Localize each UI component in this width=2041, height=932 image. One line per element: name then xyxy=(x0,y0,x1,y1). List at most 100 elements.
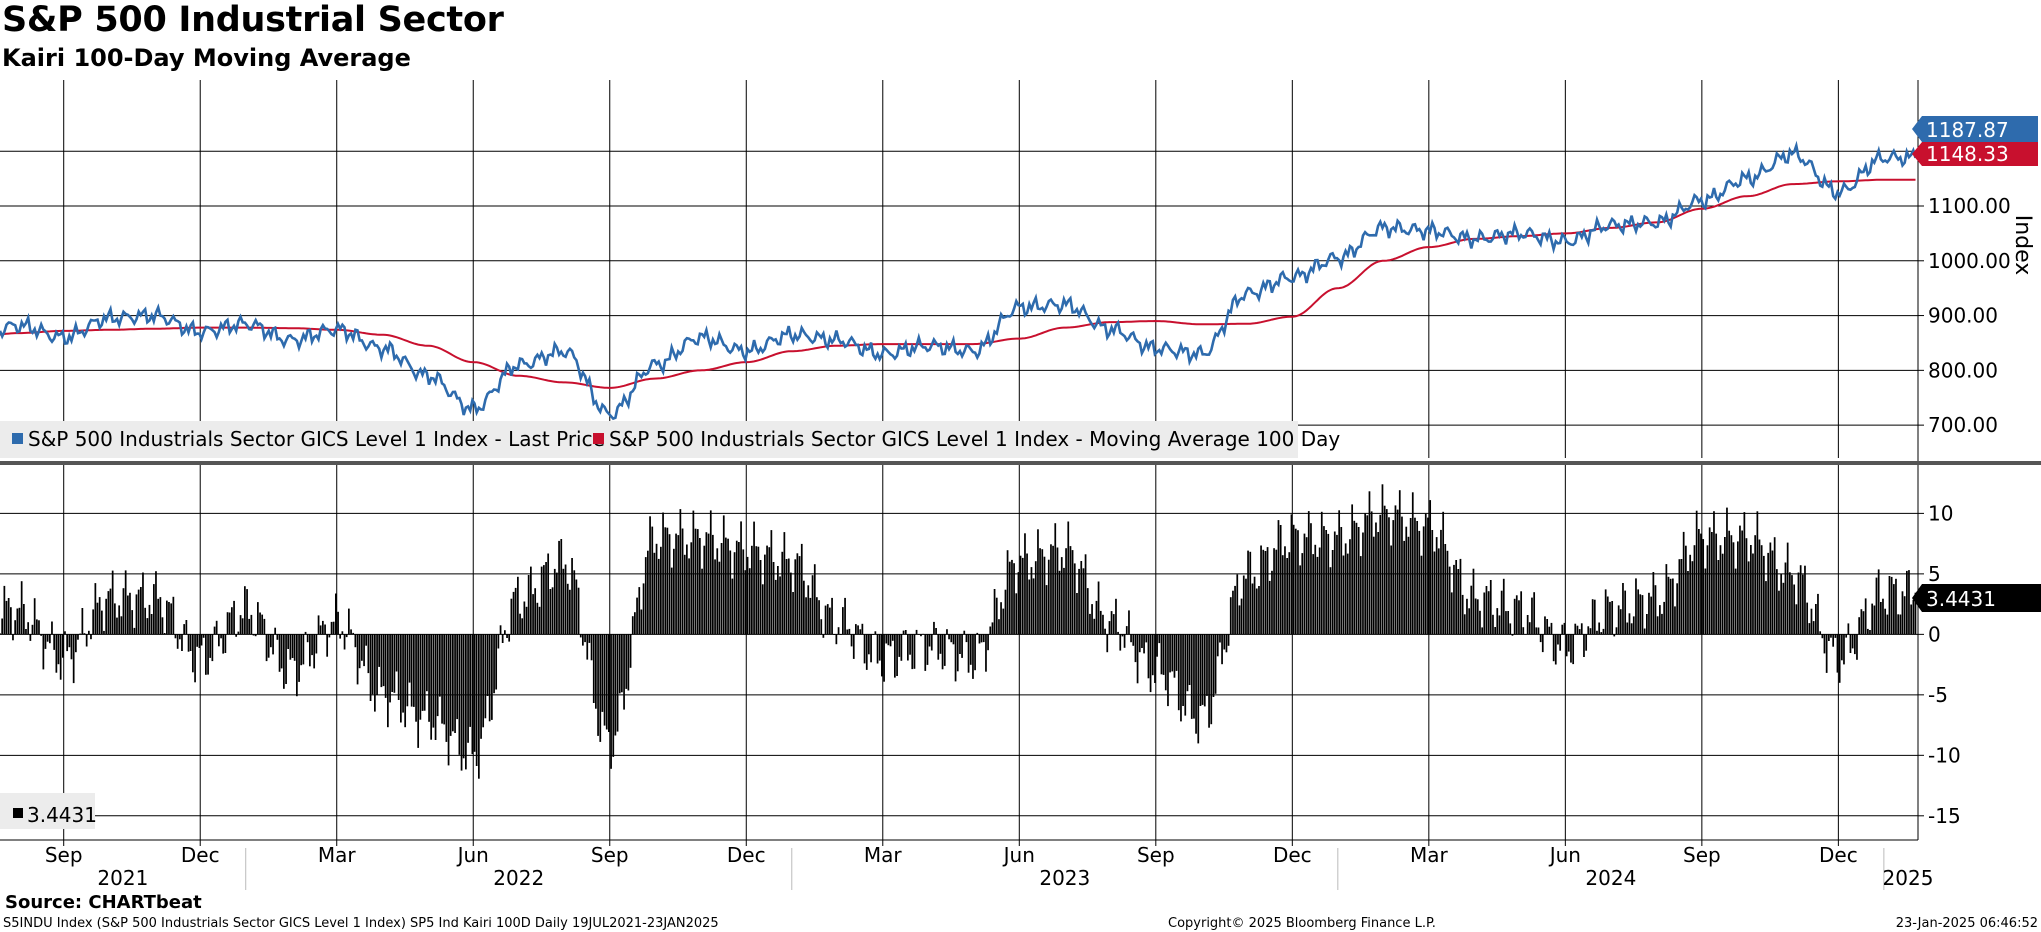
kairi-bar xyxy=(870,634,872,663)
kairi-bar xyxy=(941,634,944,670)
kairi-bar xyxy=(1650,596,1653,635)
kairi-bar xyxy=(29,634,32,641)
kairi-bar xyxy=(166,600,168,635)
kairi-bar xyxy=(1635,578,1637,635)
kairi-bar xyxy=(1544,616,1546,635)
kairi-bar xyxy=(482,634,485,728)
ma-line xyxy=(0,178,1916,389)
kairi-bar xyxy=(755,546,758,635)
kairi-bar xyxy=(1897,614,1900,635)
kairi-bar xyxy=(1823,634,1826,654)
kairi-bar xyxy=(153,584,155,635)
price-last-value-tag: 1187.87 xyxy=(1912,116,2038,142)
kairi-bar xyxy=(588,634,591,643)
kairi-bar xyxy=(49,634,51,644)
kairi-bar xyxy=(592,634,595,703)
kairi-bar xyxy=(215,620,218,635)
kairi-bar xyxy=(696,529,699,635)
kairi-bar xyxy=(1715,533,1718,635)
kairi-bar xyxy=(1078,568,1080,635)
kairi-bar xyxy=(220,634,222,639)
kairi-bar xyxy=(878,634,881,661)
kairi-bar xyxy=(211,634,214,662)
kairi-bar xyxy=(1299,565,1302,635)
kairi-bar xyxy=(1828,634,1830,641)
kairi-bar xyxy=(1741,530,1744,635)
kairi-bar xyxy=(521,618,524,635)
kairi-bar xyxy=(1229,597,1232,635)
kairi-bar xyxy=(1717,560,1720,635)
kairi-bar xyxy=(348,608,350,635)
kairi-bar xyxy=(1743,512,1746,635)
kairi-bar xyxy=(471,634,474,755)
kairi-bar xyxy=(1468,608,1471,635)
kairi-bar xyxy=(1873,605,1876,635)
kairi-bar xyxy=(644,557,647,635)
kairi-bar xyxy=(1563,622,1566,635)
kairi-bar xyxy=(1394,505,1397,635)
kairi-bar xyxy=(842,607,844,635)
kairi-bar xyxy=(753,521,755,635)
timestamp: 23-Jan-2025 06:46:52 xyxy=(1896,916,2038,931)
x-month-label: Dec xyxy=(1819,843,1858,867)
kairi-bar xyxy=(1331,550,1334,635)
kairi-bar xyxy=(660,546,662,635)
kairi-bar xyxy=(1086,588,1089,635)
kairi-bar xyxy=(1836,634,1839,673)
kairi-bar xyxy=(939,634,942,654)
kairi-bar xyxy=(1869,630,1871,635)
kairi-bar xyxy=(1767,552,1770,635)
kairi-bar xyxy=(1769,542,1772,635)
kairi-bar xyxy=(1043,556,1046,635)
kairi-bar xyxy=(1364,513,1367,635)
kairi-bar xyxy=(226,612,229,635)
kairi-bar xyxy=(488,634,491,722)
kairi-bar xyxy=(1682,531,1685,635)
kairi-bar xyxy=(1063,567,1065,635)
kairi-bar xyxy=(1414,517,1416,635)
kairi-bar xyxy=(1453,564,1455,635)
x-year-label: 2022 xyxy=(493,866,544,890)
kairi-bar xyxy=(304,631,307,635)
kairi-bar xyxy=(863,634,866,664)
kairi-bar xyxy=(118,605,121,635)
kairi-bar xyxy=(1747,561,1750,635)
kairi-bar xyxy=(265,634,268,662)
kairi-bar xyxy=(1606,596,1609,635)
kairi-bar xyxy=(943,634,946,666)
kairi-bar xyxy=(1550,622,1553,635)
kairi-bar xyxy=(848,628,851,635)
kairi-bar xyxy=(79,633,82,635)
kairi-bar xyxy=(614,634,617,736)
kairi-bar xyxy=(96,602,99,635)
kairi-bar xyxy=(1479,610,1481,635)
kairi-bar xyxy=(861,623,864,635)
kairi-bar xyxy=(293,634,296,661)
kairi-bar xyxy=(218,634,220,647)
kairi-bar xyxy=(1089,613,1091,635)
kairi-bar xyxy=(103,630,105,635)
kairi-bar xyxy=(716,548,719,635)
kairi-bar xyxy=(1875,577,1878,635)
kairi-bar xyxy=(601,634,604,712)
kairi-bar xyxy=(1628,613,1631,635)
kairi-bar xyxy=(1593,599,1596,635)
kairi-bar xyxy=(517,576,519,635)
kairi-bar xyxy=(1643,628,1646,635)
kairi-bar xyxy=(1882,598,1884,635)
kairi-bar xyxy=(116,617,118,635)
kairi-bar xyxy=(101,610,103,635)
kairi-bar xyxy=(1017,572,1020,635)
kairi-bar xyxy=(1106,634,1109,653)
kairi-bar xyxy=(1799,565,1802,635)
kairi-bar xyxy=(83,633,86,635)
kairi-bar xyxy=(1045,585,1048,635)
kairi-bar xyxy=(1695,510,1698,635)
kairi-bar xyxy=(807,585,810,635)
kairi-bar xyxy=(1531,597,1533,635)
kairi-bar xyxy=(1890,576,1893,635)
kairi-bar xyxy=(1730,535,1733,635)
kairi-bar xyxy=(560,539,563,635)
x-month-label: Dec xyxy=(1273,843,1312,867)
kairi-bar xyxy=(846,629,849,635)
